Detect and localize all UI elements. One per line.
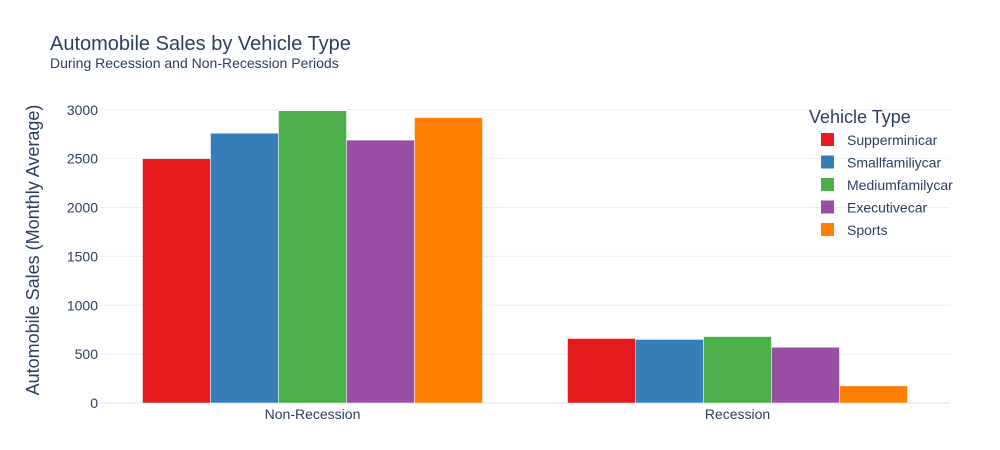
y-tick-label: 0 xyxy=(90,395,98,411)
legend-swatch xyxy=(821,155,834,169)
bar-mediumfamilycar-recession[interactable] xyxy=(703,336,772,404)
y-tick-label: 3000 xyxy=(67,102,98,118)
x-tick-label: Recession xyxy=(705,406,770,422)
legend-label: Smallfamiliycar xyxy=(847,155,941,171)
bar-executivecar-non-recession[interactable] xyxy=(346,139,415,404)
y-axis-ticks: 0 500 1000 1500 2000 2500 3000 xyxy=(67,102,98,411)
legend-item-sports[interactable]: Sports xyxy=(821,222,887,238)
y-tick-label: 2500 xyxy=(67,151,98,167)
bar-mediumfamilycar-non-recession[interactable] xyxy=(278,110,347,404)
x-tick-label: Non-Recession xyxy=(265,406,361,422)
legend-label: Executivecar xyxy=(847,200,927,216)
legend-item-mediumfamilycar[interactable]: Mediumfamilycar xyxy=(821,177,953,193)
legend-title: Vehicle Type xyxy=(809,107,911,127)
y-tick-label: 1500 xyxy=(67,248,98,264)
legend-swatch xyxy=(821,200,834,214)
legend-label: Supperminicar xyxy=(847,132,938,148)
chart-title: Automobile Sales by Vehicle Type xyxy=(50,33,351,55)
legend-label: Sports xyxy=(847,222,887,238)
bars xyxy=(142,110,908,404)
bar-executivecar-recession[interactable] xyxy=(771,347,840,404)
legend-swatch xyxy=(821,223,834,236)
y-tick-label: 500 xyxy=(75,346,99,362)
y-axis-title: Automobile Sales (Monthly Average) xyxy=(23,105,43,396)
chart-subtitle: During Recession and Non-Recession Perio… xyxy=(50,55,339,71)
legend-item-smallfamiliycar[interactable]: Smallfamiliycar xyxy=(821,155,941,171)
legend-swatch xyxy=(821,178,834,191)
bar-smallfamiliycar-recession[interactable] xyxy=(635,339,704,404)
legend-label: Mediumfamilycar xyxy=(847,177,953,193)
legend-swatch xyxy=(821,133,834,146)
bar-supperminicar-non-recession[interactable] xyxy=(142,158,211,404)
legend: Vehicle Type Supperminicar Smallfamiliyca… xyxy=(809,107,953,238)
legend-item-supperminicar[interactable]: Supperminicar xyxy=(821,132,938,148)
bar-smallfamiliycar-non-recession[interactable] xyxy=(210,132,279,404)
y-tick-label: 1000 xyxy=(67,297,98,313)
x-axis-ticks: Non-Recession Recession xyxy=(265,406,771,422)
bar-sports-recession[interactable] xyxy=(839,385,908,404)
bar-supperminicar-recession[interactable] xyxy=(567,338,636,404)
y-tick-label: 2000 xyxy=(67,200,98,216)
bar-sports-non-recession[interactable] xyxy=(414,117,483,404)
legend-item-executivecar[interactable]: Executivecar xyxy=(821,200,927,216)
